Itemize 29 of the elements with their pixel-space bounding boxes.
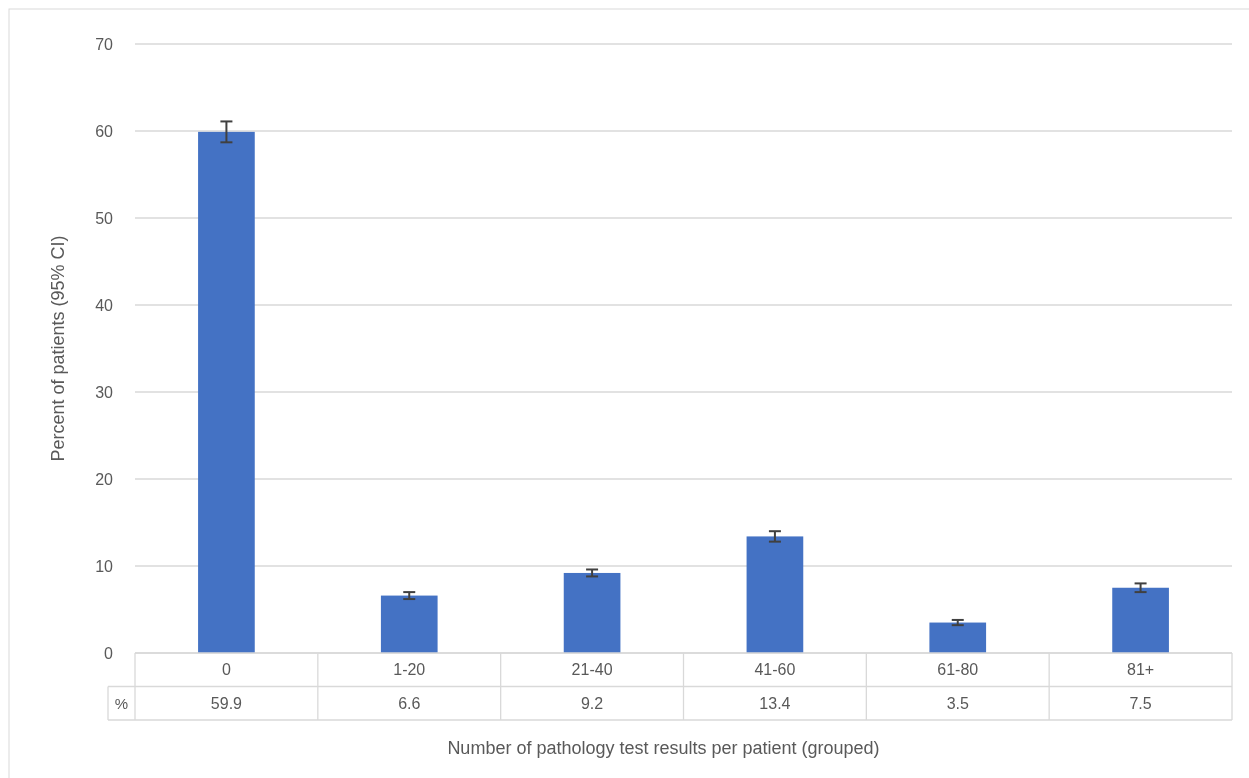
y-tick-label: 0 [104,644,114,662]
data-label: 3.5 [946,694,969,712]
y-tick-label: 50 [95,209,114,227]
bar [198,131,255,653]
data-label: 13.4 [759,694,791,712]
y-tick-label: 60 [95,122,114,140]
bar [563,572,621,653]
y-tick-label: 20 [95,470,114,488]
x-tick-label: 41-60 [754,661,796,679]
y-tick-label: 40 [95,296,114,314]
x-tick-label: 21-40 [571,661,613,679]
text: % [114,694,129,712]
x-tick-label: 1-20 [393,661,426,679]
bar [1112,587,1169,653]
bar [746,536,804,653]
bar [380,595,438,653]
x-tick-label: 0 [221,661,231,679]
data-label: 7.5 [1129,694,1152,712]
y-tick-label: 10 [95,557,114,575]
y-tick-label: 30 [95,383,114,401]
x-axis-title: Number of pathology test results per patient (grouped) [447,738,880,759]
bar [929,622,987,653]
data-label: 59.9 [210,694,243,712]
x-tick-label: 81+ [1127,661,1155,679]
y-axis-title: Percent of patients (95% CI) [48,235,69,462]
data-label: 6.6 [398,694,421,712]
x-tick-label: 61-80 [937,661,979,679]
y-tick-label: 70 [95,35,114,53]
data-label: 9.2 [580,694,604,712]
